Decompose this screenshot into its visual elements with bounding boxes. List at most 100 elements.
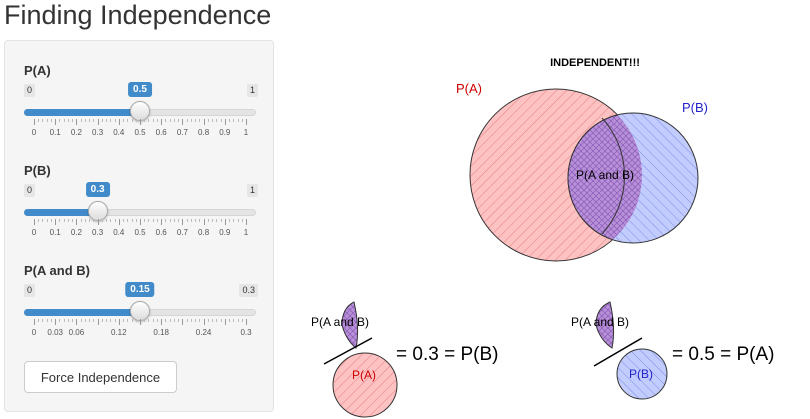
tick-mark-minor <box>101 319 103 322</box>
tick-mark-minor <box>152 319 154 322</box>
tick-mark <box>224 219 226 225</box>
tick-mark <box>161 219 163 225</box>
tick-mark-minor <box>199 319 201 322</box>
tick-label: 0.2 <box>70 228 82 237</box>
tick-mark-minor <box>135 219 137 222</box>
tick-mark <box>182 319 184 325</box>
eq1-numerator: P(A and B) <box>311 315 369 329</box>
slider-pa-value: 0.5 <box>128 82 152 97</box>
tick-mark <box>34 119 35 125</box>
tick-mark-minor <box>173 319 175 322</box>
tick-mark-minor <box>212 119 214 122</box>
tick-mark <box>203 219 205 225</box>
tick-mark <box>140 219 141 225</box>
slider-pb-handle[interactable] <box>87 201 108 221</box>
tick-label: 0.03 <box>47 328 63 337</box>
tick-label: 0 <box>31 128 37 137</box>
tick-mark <box>140 319 141 325</box>
slider-pb[interactable]: P(B) 0 1 0.3 0 0.1 0.2 0.3 0.4 0.5 0.6 0.7 0.8 0.… <box>5 163 275 253</box>
tick-label: 0.06 <box>68 328 85 337</box>
slider-pa-fill <box>24 109 140 116</box>
tick-mark-minor <box>190 119 192 122</box>
tick-mark-minor <box>178 119 180 122</box>
slider-pab-handle[interactable] <box>130 301 150 321</box>
tick-mark-minor <box>89 119 91 122</box>
tick-mark-minor <box>212 319 214 322</box>
tick-mark-minor <box>93 219 95 222</box>
tick-mark-minor <box>67 319 69 322</box>
tick-mark <box>161 119 163 125</box>
tick-label: 0.12 <box>111 328 127 337</box>
tick-label: 0.5 <box>134 228 146 237</box>
tick-mark-minor <box>127 119 129 122</box>
tick-mark-minor <box>50 319 52 322</box>
tick-mark-minor <box>101 219 103 222</box>
tick-mark-minor <box>199 119 201 122</box>
tick-mark-minor <box>156 319 158 322</box>
eq2-circle-b <box>616 348 668 400</box>
tick-mark-minor <box>131 219 133 222</box>
tick-mark <box>140 119 141 125</box>
tick-mark-minor <box>190 319 192 322</box>
tick-label: 0.5 <box>134 128 146 137</box>
slider-pa-handle[interactable] <box>130 101 150 121</box>
force-independence-button[interactable]: Force Independence <box>24 361 177 393</box>
tick-label: 0.3 <box>92 228 104 237</box>
tick-mark-minor <box>50 219 52 222</box>
tick-mark-minor <box>42 219 44 222</box>
slider-pab-fill <box>24 309 140 316</box>
tick-mark-minor <box>186 319 188 322</box>
tick-mark-minor <box>101 119 103 122</box>
tick-mark-minor <box>80 319 82 322</box>
tick-mark-minor <box>93 119 95 122</box>
tick-mark-minor <box>42 319 44 322</box>
tick-label: 0.2 <box>70 128 82 137</box>
tick-mark <box>55 219 57 225</box>
tick-mark-minor <box>114 319 116 322</box>
tick-mark-minor <box>186 219 188 222</box>
eq2-denominator: P(B) <box>629 367 653 381</box>
tick-mark <box>55 119 57 125</box>
tick-mark-minor <box>241 119 243 122</box>
tick-mark-minor <box>84 219 86 222</box>
tick-mark-minor <box>80 219 82 222</box>
tick-mark <box>182 219 184 225</box>
tick-mark-minor <box>114 119 116 122</box>
tick-mark-minor <box>127 219 129 222</box>
tick-mark <box>161 319 163 325</box>
tick-mark-minor <box>127 319 129 322</box>
tick-mark-minor <box>207 219 209 222</box>
tick-mark-minor <box>110 319 112 322</box>
tick-mark <box>118 219 120 225</box>
tick-label: 0.7 <box>176 128 188 137</box>
tick-label: 0.3 <box>92 128 104 137</box>
tick-mark-minor <box>199 219 201 222</box>
slider-pab[interactable]: P(A and B) 0 0.3 0.15 0 0.03 0.06 0.12 0.18 0… <box>5 263 275 353</box>
slider-pa[interactable]: P(A) 0 1 0.5 0 0.1 0.2 0.3 0.4 0.5 0.6 0.7 0.8 0.… <box>5 63 275 153</box>
slider-pb-label: P(B) <box>24 163 51 178</box>
tick-mark-minor <box>237 319 239 322</box>
tick-mark-minor <box>233 319 235 322</box>
tick-mark-minor <box>148 119 150 122</box>
tick-mark-minor <box>220 219 222 222</box>
tick-mark-minor <box>233 119 235 122</box>
tick-label: 0.18 <box>153 328 169 337</box>
tick-mark-minor <box>169 119 171 122</box>
tick-label: 0.3 <box>240 328 252 337</box>
tick-mark-minor <box>237 119 239 122</box>
tick-label: 0 <box>31 228 37 237</box>
tick-mark <box>118 319 120 325</box>
tick-mark <box>34 219 35 225</box>
slider-pa-label: P(A) <box>24 63 51 78</box>
tick-mark-minor <box>72 219 74 222</box>
tick-label: 0.6 <box>155 128 167 137</box>
tick-label: 1 <box>243 228 249 237</box>
tick-mark-minor <box>229 319 231 322</box>
tick-label: 0.4 <box>113 128 125 137</box>
tick-mark-minor <box>131 319 133 322</box>
tick-mark <box>97 119 99 125</box>
tick-mark-minor <box>135 119 137 122</box>
tick-label: 0.9 <box>219 128 231 137</box>
tick-mark-minor <box>216 219 218 222</box>
tick-mark-minor <box>110 219 112 222</box>
